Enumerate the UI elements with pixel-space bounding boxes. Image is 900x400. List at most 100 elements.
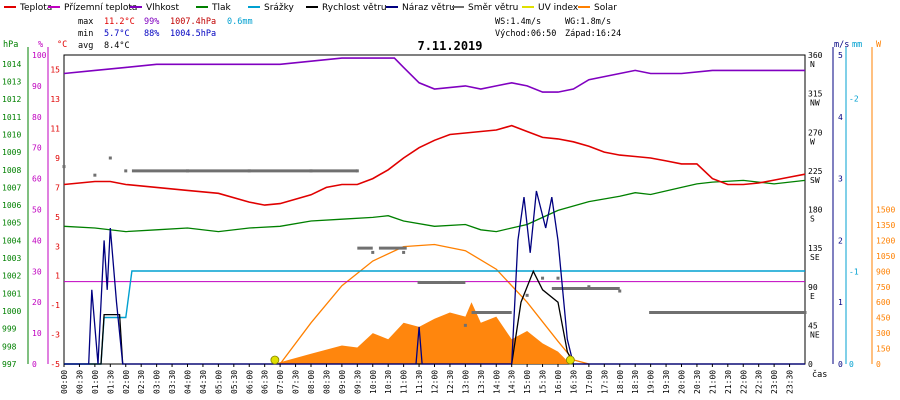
stats-max-hum: 99% [144,17,159,27]
dir-point-17 [587,285,591,289]
hpa-tick-15: 999 [2,325,17,334]
time-tick-label-21: 10:30 [384,370,393,394]
stats-min-label: min [78,29,93,39]
w-tick-4: 900 [876,267,891,276]
time-tick-label-1: 00:30 [75,370,84,394]
series-pressure [63,179,806,233]
unit-ms: m/s [834,40,849,50]
degc-tick-5: 5 [55,213,60,222]
hpa-tick-16: 998 [2,342,17,351]
unit-time: čas [812,369,827,380]
time-tick-label-38: 19:00 [647,370,656,394]
dir-tick-label-4: S [810,215,815,224]
hpa-tick-1: 1013 [2,77,21,86]
pct-tick-8: 20 [32,298,42,307]
ms-tick-4: 1 [838,298,843,307]
hpa-tick-17: 997 [2,360,17,369]
time-tick-label-23: 11:30 [415,370,424,394]
time-tick-label-31: 15:30 [539,370,548,394]
degc-tick-0: 15 [50,66,60,75]
dir-tick-label-1: NW [810,99,820,108]
ms-tick-1: 4 [838,113,843,122]
degc-tick-1: 13 [50,95,60,104]
pct-tick-10: 0 [32,360,37,369]
degc-tick-6: 3 [55,242,60,251]
dir-point-3 [124,169,128,173]
time-tick-label-3: 01:30 [106,370,115,394]
pct-tick-4: 60 [32,175,42,184]
hpa-tick-12: 1002 [2,272,21,281]
hpa-tick-0: 1014 [2,60,21,69]
w-tick-8: 300 [876,329,891,338]
stats-avg-temp: 8.4°C [104,41,130,51]
time-tick-label-32: 16:00 [554,370,563,394]
grid [63,54,806,365]
chart-texts: 7.11.2019 max 11.2°C 99% 1007.4hPa 0.6mm… [3,17,882,380]
legend-label-3: Tlak [211,3,232,13]
plot-frame [63,54,806,365]
mm-tick-0: -2 [849,94,859,103]
dir-tick-6: 90 [808,283,818,292]
dir-tick-label-6: E [810,292,815,301]
hpa-tick-3: 1011 [2,113,21,122]
legend-label-5: Rychlost větru [322,3,387,13]
degc-tick-2: 11 [50,125,60,134]
unit-mm: mm [852,40,862,50]
time-tick-label-39: 19:30 [662,370,671,394]
dir-point-2 [108,156,112,160]
hpa-tick-11: 1003 [2,254,21,263]
degc-tick-8: -1 [50,301,60,310]
series-wind-speed [64,269,805,365]
dir-tick-3: 225 [808,167,823,176]
info-wg: WG:1.8m/s [565,17,611,27]
unit-hpa: hPa [3,40,18,50]
plot-area [62,57,807,365]
chart-title: 7.11.2019 [417,39,482,53]
degc-tick-9: -3 [50,331,60,340]
sunrise-marker [270,355,280,365]
legend-label-8: UV index [538,3,579,13]
stats-rain: 0.6mm [227,17,253,27]
ms-tick-0: 5 [838,51,843,60]
time-tick-label-33: 16:30 [569,370,578,394]
unit-wm2: W [876,40,882,50]
w-tick-5: 750 [876,283,891,292]
time-tick-label-8: 04:00 [184,370,193,394]
series-solar [273,302,571,364]
time-tick-label-26: 13:00 [461,370,470,394]
hpa-tick-9: 1005 [2,219,21,228]
time-tick-label-28: 14:00 [492,370,501,394]
legend-label-6: Náraz větru [402,3,455,13]
time-tick-label-44: 22:00 [739,370,748,394]
w-tick-1: 1350 [876,221,895,230]
pct-tick-1: 90 [32,82,42,91]
stats-min-press: 1004.5hPa [170,29,216,39]
dir-point-14 [525,293,529,297]
pct-tick-7: 30 [32,267,42,276]
time-tick-label-7: 03:30 [168,370,177,394]
info-ws: WS:1.4m/s [495,17,541,27]
pct-tick-9: 10 [32,329,42,338]
time-tick-label-25: 12:30 [446,370,455,394]
dir-point-0 [62,165,66,169]
dir-tick-label-7: NE [810,330,820,339]
time-tick-label-40: 20:00 [678,370,687,394]
dir-point-15 [541,276,545,280]
time-tick-label-20: 10:00 [369,370,378,394]
time-tick-label-9: 04:30 [199,370,208,394]
sunset-marker [565,355,575,365]
dir-tick-label-3: SW [810,176,820,185]
time-tick-label-37: 18:30 [631,370,640,394]
time-tick-label-4: 02:00 [122,370,131,394]
w-tick-6: 600 [876,298,891,307]
time-tick-label-2: 01:00 [91,370,100,394]
time-tick-label-12: 06:00 [245,370,254,394]
time-tick-label-24: 12:00 [431,370,440,394]
series-solar-max [279,243,590,365]
time-tick-label-18: 09:00 [338,370,347,394]
dir-tick-5: 135 [808,244,823,253]
hpa-tick-10: 1004 [2,236,21,245]
dir-tick-2: 270 [808,128,823,137]
dir-tick-0: 360 [808,51,823,60]
